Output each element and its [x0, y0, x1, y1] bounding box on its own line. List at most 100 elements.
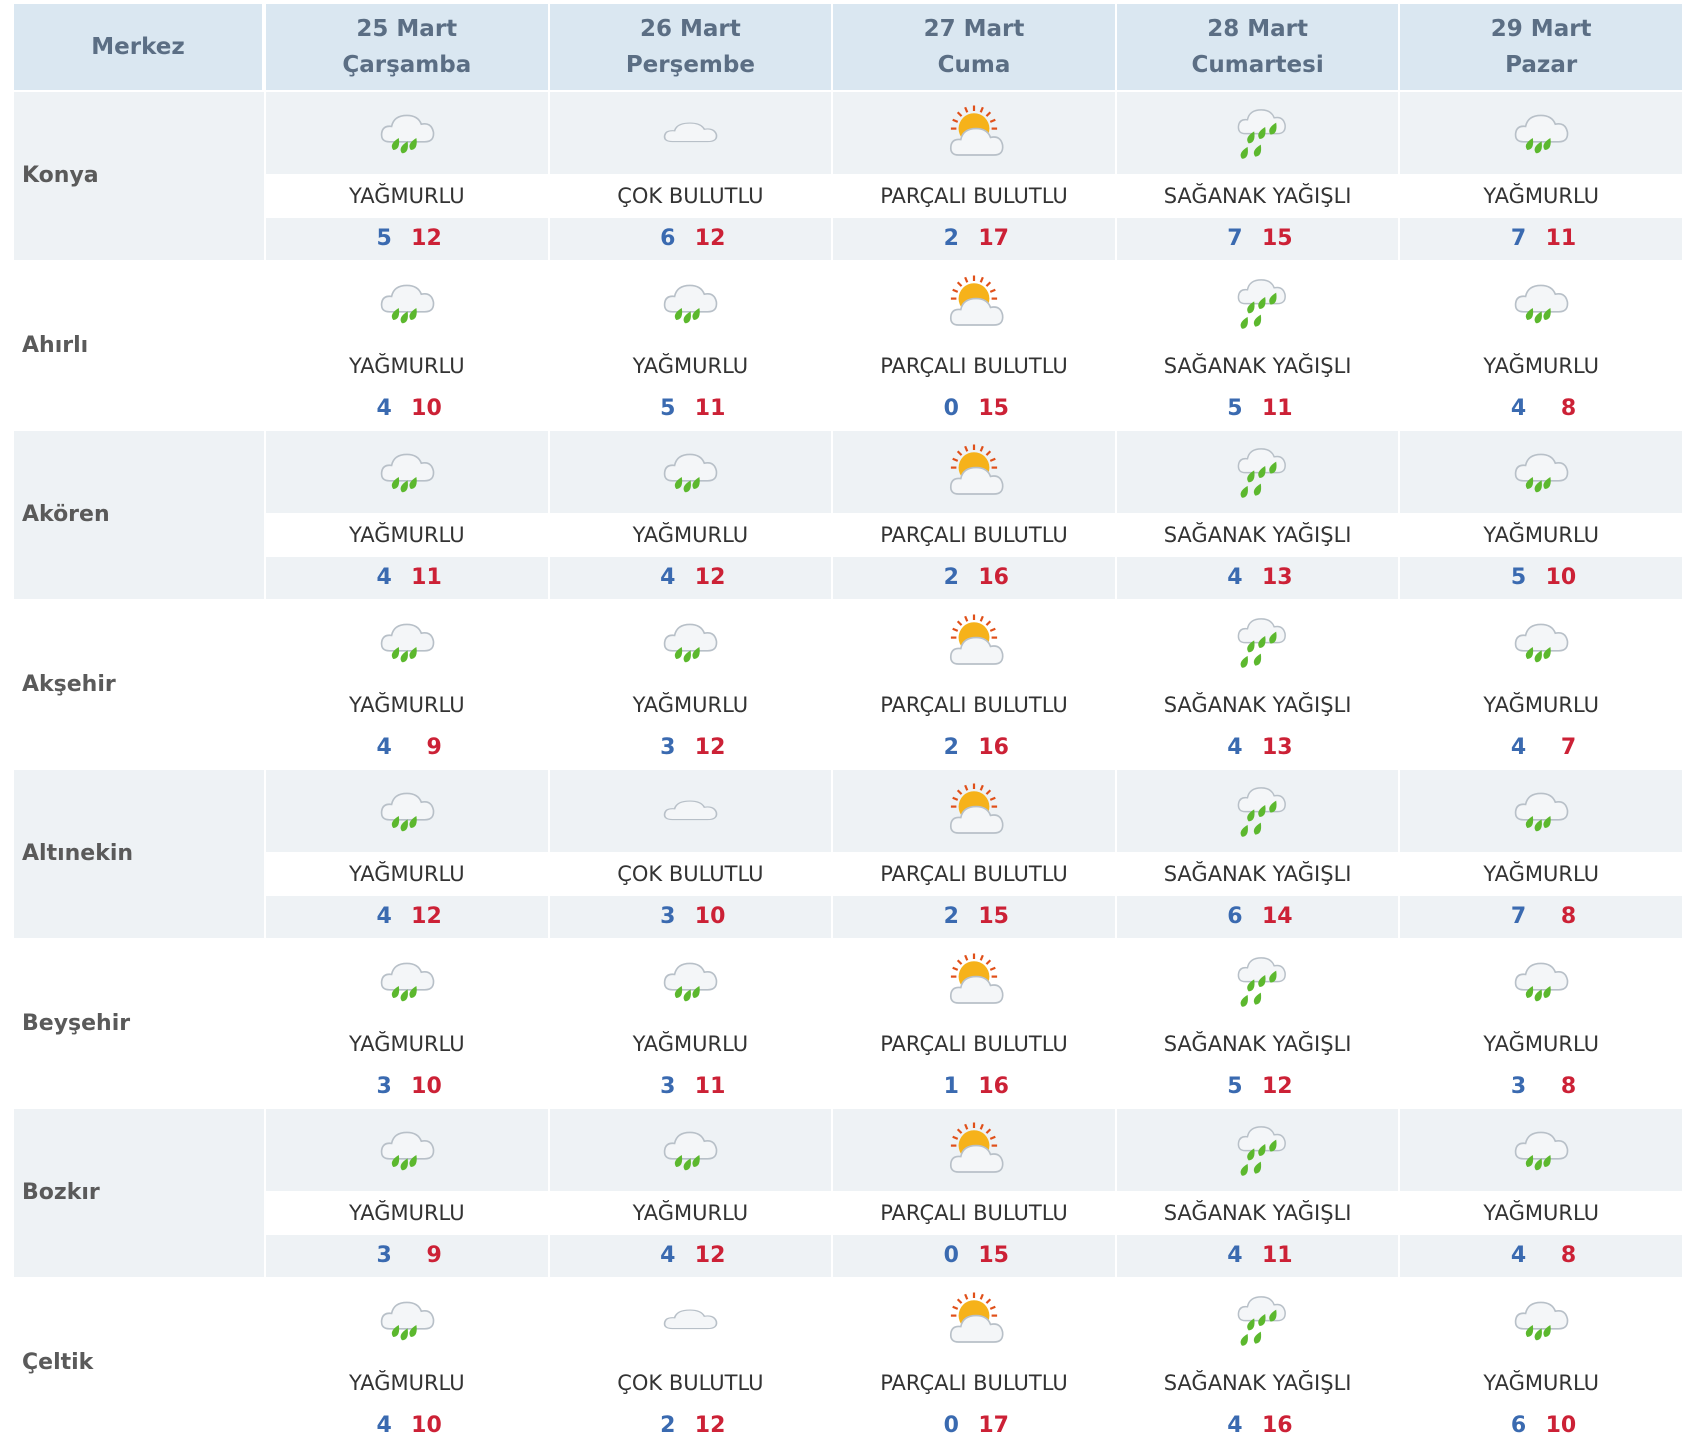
temperature-cell: 3 11: [550, 1066, 832, 1108]
city-name: Konya: [14, 92, 264, 260]
condition: PARÇALI BULUTLU: [880, 353, 1068, 378]
min-temp: 0: [943, 395, 959, 421]
temperature-cell: 6 10: [1400, 1405, 1682, 1447]
weather-icon-cell: [549, 431, 832, 513]
weather-icon-cell: [1400, 770, 1682, 852]
min-temp: 6: [1510, 1412, 1527, 1438]
weather-icon: [1237, 787, 1286, 837]
max-temp: 9: [426, 1243, 442, 1269]
weather-icon: [1237, 617, 1286, 668]
min-temp: 4: [376, 565, 392, 591]
condition: PARÇALI BULUTLU: [880, 184, 1068, 208]
temperature-cell: 4 11: [1116, 1235, 1399, 1277]
temperature-cell: 4 16: [1117, 1405, 1399, 1447]
weather-icon-cell: [833, 262, 1115, 344]
condition-cell: YAĞMURLU: [1400, 1022, 1682, 1066]
day-weekday: Pazar: [1505, 52, 1578, 78]
condition-cell: SAĞANAK YAĞIŞLI: [1117, 344, 1399, 388]
temperature-cell: 6 12: [549, 218, 832, 260]
condition: YAĞMURLU: [632, 1031, 749, 1056]
header-title: Merkez: [14, 4, 262, 90]
weather-icon-cell: [833, 770, 1115, 852]
min-temp: 4: [1227, 565, 1243, 591]
day-header: 29 Mart Pazar: [1400, 4, 1682, 90]
condition-cell: PARÇALI BULUTLU: [833, 1191, 1115, 1235]
min-temp: 4: [1510, 1243, 1527, 1269]
min-temp: 3: [660, 734, 676, 760]
condition-cell: YAĞMURLU: [550, 344, 832, 388]
condition: PARÇALI BULUTLU: [880, 523, 1068, 547]
weather-icon-cell: [833, 431, 1115, 513]
max-temp: 10: [411, 1412, 442, 1438]
condition-cell: YAĞMURLU: [1400, 174, 1682, 218]
condition-cell: YAĞMURLU: [266, 683, 548, 727]
max-temp: 11: [411, 565, 442, 591]
condition-cell: YAĞMURLU: [266, 1022, 548, 1066]
min-temp: 5: [1227, 1073, 1243, 1099]
condition: YAĞMURLU: [349, 1370, 465, 1395]
condition-cell: SAĞANAK YAĞIŞLI: [1117, 1361, 1399, 1405]
temperature-cell: 4 12: [549, 1235, 832, 1277]
weather-icon-cell: [266, 940, 548, 1022]
max-temp: 7: [1560, 734, 1577, 760]
min-temp: 3: [660, 1073, 676, 1099]
temperature-cell: 4 10: [266, 1405, 548, 1447]
weather-icon: [664, 1131, 718, 1171]
temperature-cell: 7 15: [1116, 218, 1399, 260]
condition-cell: ÇOK BULUTLU: [550, 852, 832, 896]
min-temp: 5: [660, 395, 676, 421]
condition-cell: YAĞMURLU: [550, 683, 832, 727]
day-weekday: Perşembe: [625, 52, 755, 78]
condition-cell: YAĞMURLU: [550, 513, 832, 557]
condition-cell: YAĞMURLU: [266, 174, 548, 218]
condition: PARÇALI BULUTLU: [880, 1031, 1068, 1056]
min-temp: 3: [1510, 1073, 1527, 1099]
condition-cell: YAĞMURLU: [1400, 513, 1682, 557]
weather-icon-cell: [1400, 1279, 1682, 1361]
condition: YAĞMURLU: [632, 1201, 749, 1225]
max-temp: 17: [978, 226, 1009, 252]
max-temp: 12: [1261, 1073, 1293, 1099]
weather-icon: [1237, 109, 1286, 159]
min-temp: 6: [1227, 904, 1243, 930]
temperature-cell: 2 16: [833, 727, 1115, 769]
weather-icon-cell: [266, 770, 548, 852]
condition-cell: PARÇALI BULUTLU: [833, 513, 1115, 557]
max-temp: 11: [1261, 1243, 1293, 1269]
min-temp: 7: [1510, 226, 1527, 252]
min-temp: 0: [943, 1243, 959, 1269]
weather-icon: [1514, 114, 1569, 154]
city-name: Akören: [14, 431, 264, 599]
condition: SAĞANAK YAĞIŞLI: [1163, 692, 1352, 717]
condition-cell: PARÇALI BULUTLU: [833, 174, 1115, 218]
max-temp: 8: [1560, 904, 1577, 930]
min-temp: 4: [376, 734, 392, 760]
temperature-cell: 5 11: [550, 388, 832, 430]
min-temp: 2: [943, 904, 959, 930]
day-weekday: Cuma: [937, 52, 1011, 78]
max-temp: 12: [411, 226, 442, 252]
weather-icon: [949, 1122, 1004, 1173]
temperature-cell: 4 12: [549, 557, 832, 599]
min-temp: 5: [1510, 565, 1527, 591]
weather-icon: [664, 962, 718, 1001]
condition-cell: YAĞMURLU: [1400, 1191, 1682, 1235]
max-temp: 10: [1545, 565, 1577, 591]
weather-icon: [949, 275, 1004, 326]
day-header: 28 Mart Cumartesi: [1116, 4, 1399, 90]
weather-icon: [949, 614, 1004, 665]
condition: YAĞMURLU: [1483, 1201, 1599, 1225]
condition-cell: PARÇALI BULUTLU: [833, 852, 1115, 896]
max-temp: 16: [978, 565, 1009, 591]
weather-icon-cell: [266, 601, 548, 683]
max-temp: 8: [1560, 1243, 1577, 1269]
weather-icon-cell: [549, 1109, 832, 1191]
temperature-cell: 5 10: [1400, 557, 1682, 599]
min-temp: 2: [943, 734, 959, 760]
min-temp: 6: [660, 226, 676, 252]
weather-icon: [380, 114, 435, 154]
weather-icon: [949, 444, 1004, 495]
